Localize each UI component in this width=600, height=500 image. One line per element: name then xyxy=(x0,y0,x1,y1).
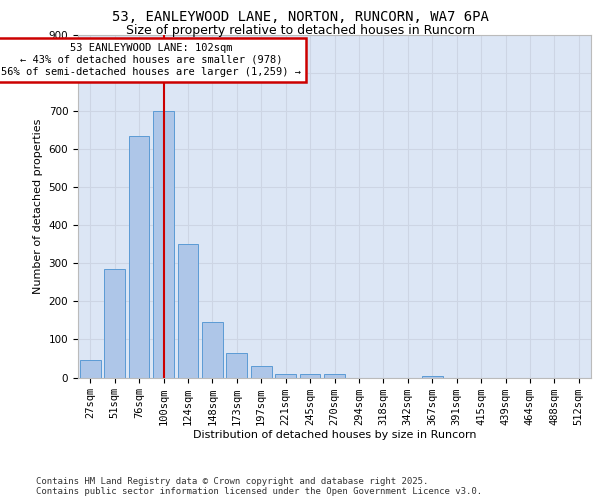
Bar xyxy=(299,374,320,378)
Bar xyxy=(202,322,223,378)
Bar xyxy=(324,374,345,378)
Bar xyxy=(251,366,272,378)
Bar xyxy=(80,360,101,378)
Bar xyxy=(104,269,125,378)
Bar xyxy=(422,376,443,378)
Text: 53, EANLEYWOOD LANE, NORTON, RUNCORN, WA7 6PA: 53, EANLEYWOOD LANE, NORTON, RUNCORN, WA… xyxy=(112,10,488,24)
Text: Size of property relative to detached houses in Runcorn: Size of property relative to detached ho… xyxy=(125,24,475,37)
Bar xyxy=(153,111,174,378)
Bar xyxy=(226,353,247,378)
Text: 53 EANLEYWOOD LANE: 102sqm
← 43% of detached houses are smaller (978)
56% of sem: 53 EANLEYWOOD LANE: 102sqm ← 43% of deta… xyxy=(1,44,301,76)
Bar xyxy=(128,136,149,378)
X-axis label: Distribution of detached houses by size in Runcorn: Distribution of detached houses by size … xyxy=(193,430,476,440)
Y-axis label: Number of detached properties: Number of detached properties xyxy=(33,118,43,294)
Bar xyxy=(178,244,199,378)
Bar xyxy=(275,374,296,378)
Text: Contains HM Land Registry data © Crown copyright and database right 2025.
Contai: Contains HM Land Registry data © Crown c… xyxy=(36,476,482,496)
